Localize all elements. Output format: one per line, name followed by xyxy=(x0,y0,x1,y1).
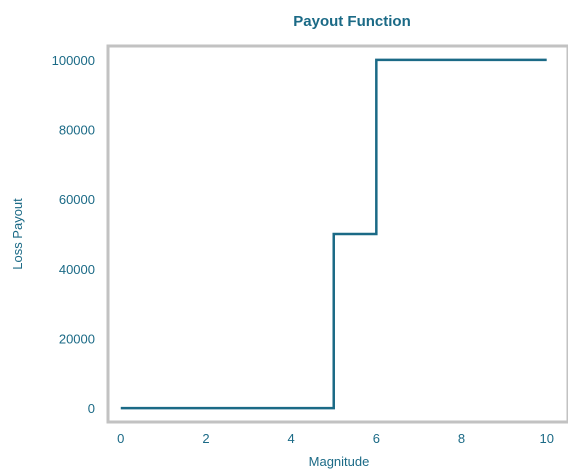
x-tick-label: 6 xyxy=(373,431,380,446)
y-tick-label: 0 xyxy=(88,401,95,416)
x-tick-label: 10 xyxy=(539,431,553,446)
y-tick-label: 40000 xyxy=(59,262,95,277)
y-tick-label: 100000 xyxy=(52,53,95,68)
x-tick-label: 0 xyxy=(117,431,124,446)
chart-title: Payout Function xyxy=(293,13,411,30)
y-tick-label: 80000 xyxy=(59,123,95,138)
y-tick-labels: 0 20000 40000 60000 80000 100000 xyxy=(52,53,95,416)
x-axis-label: Magnitude xyxy=(309,454,370,469)
x-tick-labels: 0 2 4 6 8 10 xyxy=(117,431,554,446)
series-group xyxy=(120,58,547,410)
plot-frame xyxy=(106,44,568,424)
y-tick-label: 20000 xyxy=(59,331,95,346)
series-line xyxy=(120,58,547,410)
y-axis-label: Loss Payout xyxy=(10,198,25,270)
x-tick-label: 8 xyxy=(458,431,465,446)
x-tick-label: 2 xyxy=(202,431,209,446)
y-tick-label: 60000 xyxy=(59,192,95,207)
x-tick-label: 4 xyxy=(288,431,295,446)
